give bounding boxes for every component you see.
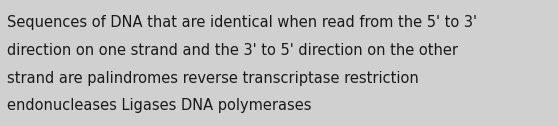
Text: endonucleases Ligases DNA polymerases: endonucleases Ligases DNA polymerases — [7, 98, 312, 113]
Text: strand are palindromes reverse transcriptase restriction: strand are palindromes reverse transcrip… — [7, 71, 419, 86]
Text: Sequences of DNA that are identical when read from the 5' to 3': Sequences of DNA that are identical when… — [7, 15, 477, 30]
Text: direction on one strand and the 3' to 5' direction on the other: direction on one strand and the 3' to 5'… — [7, 43, 458, 58]
